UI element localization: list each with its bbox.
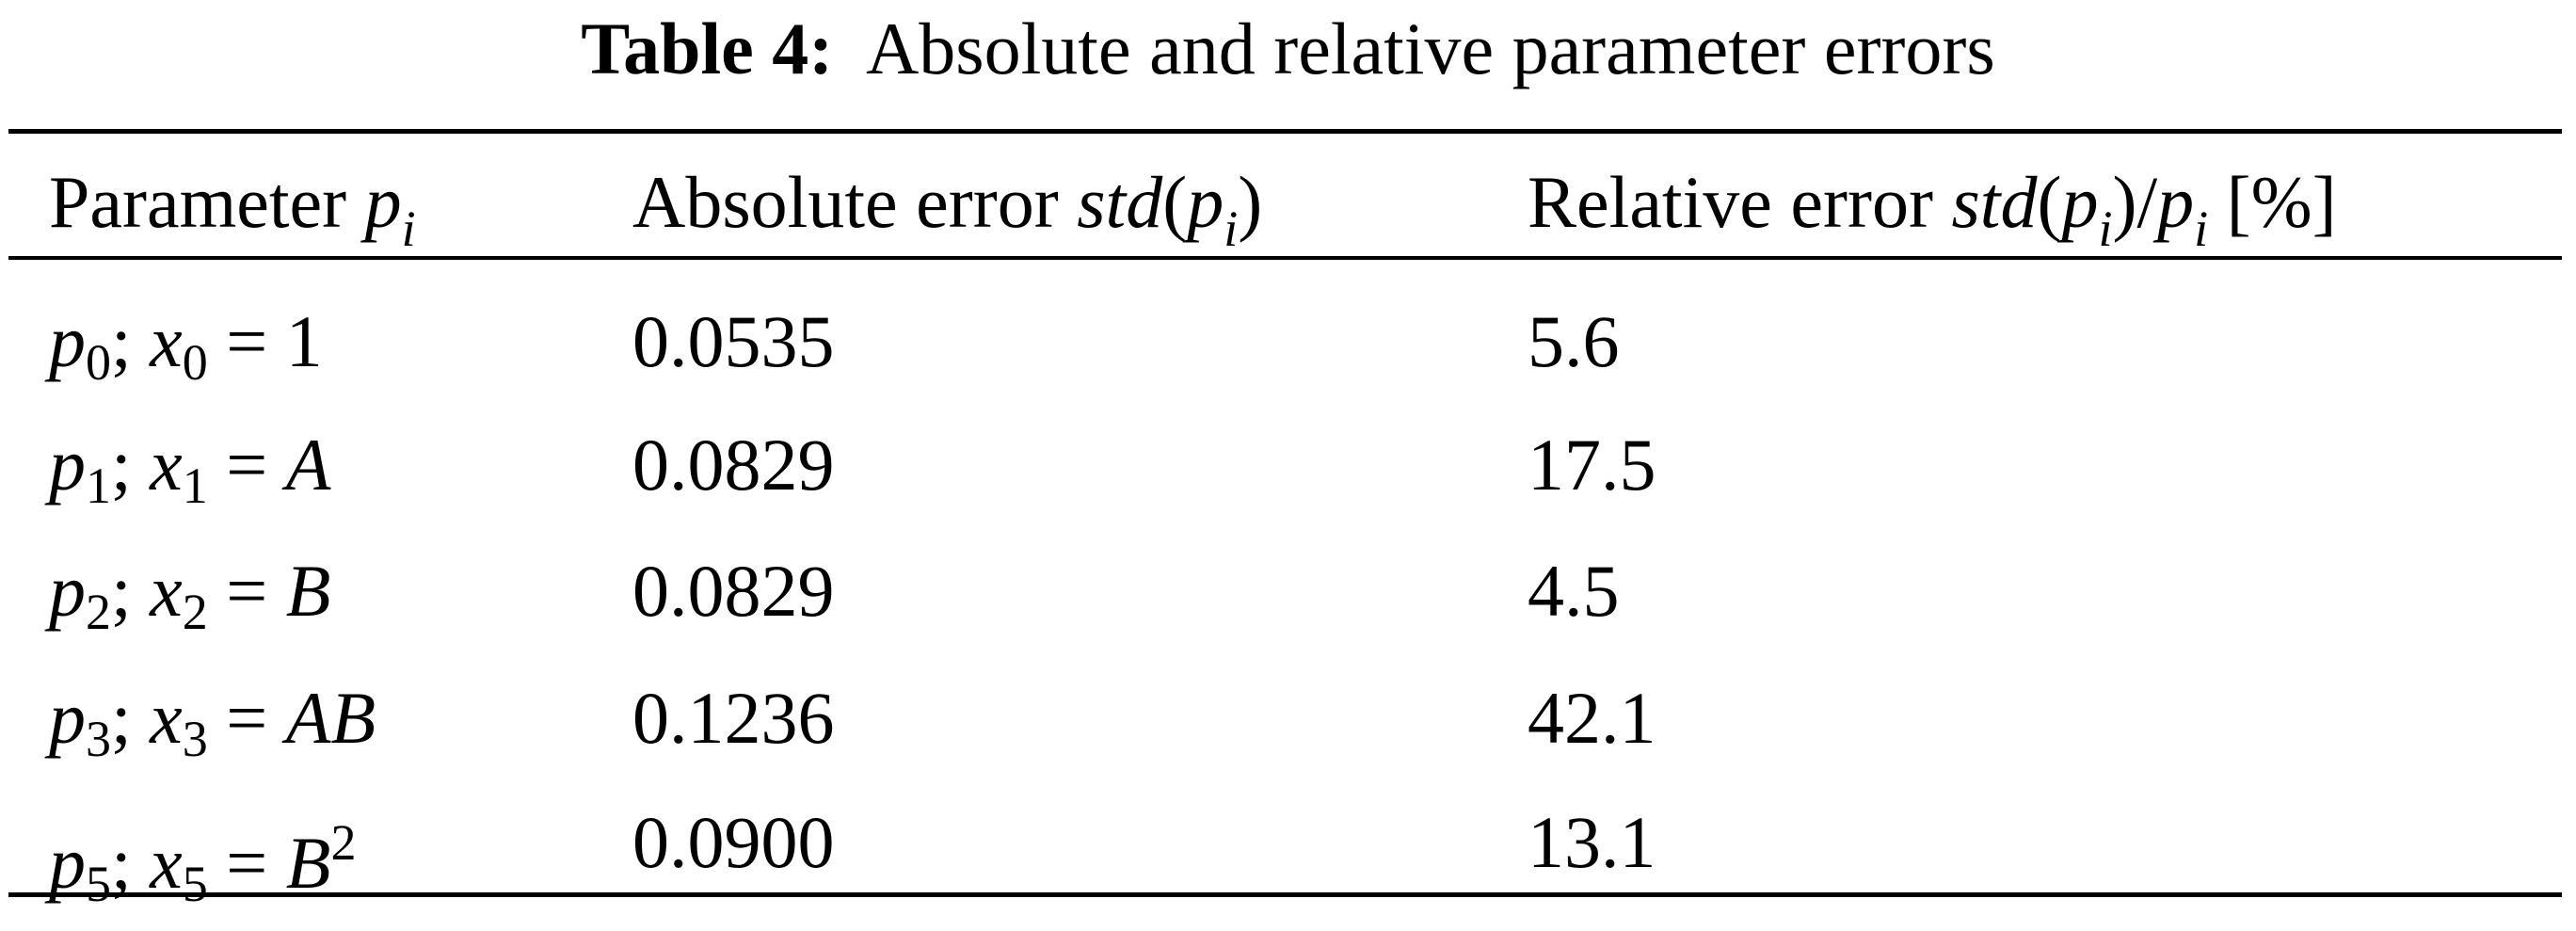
table-label: Table 4: (581, 8, 834, 89)
text-segment: p (49, 424, 86, 506)
page: Table 4: Absolute and relative parameter… (0, 2, 2576, 912)
text-segment: B (285, 550, 331, 632)
text-segment: std (1077, 161, 1163, 243)
text-segment: = (207, 677, 286, 759)
text-segment: x (150, 300, 183, 382)
header-rule (8, 256, 2562, 260)
relative-cell: 17.5 (1528, 424, 1656, 506)
text-segment: 3 (182, 711, 208, 767)
text-segment: p (49, 822, 86, 904)
text-segment: Parameter (49, 161, 365, 243)
relative-cell: 13.1 (1528, 801, 1656, 883)
text-segment: = (207, 822, 286, 904)
text-segment: i (2098, 201, 2113, 257)
text-segment: 5 (182, 856, 208, 912)
text-segment: 1 (182, 457, 208, 514)
absolute-cell: 0.0535 (632, 300, 835, 382)
absolute-cell: 0.0829 (632, 550, 835, 632)
bottom-rule (8, 892, 2562, 897)
text-segment: A (285, 424, 331, 506)
table-title: Table 4: Absolute and relative parameter… (0, 2, 2576, 96)
text-segment: 0 (86, 334, 111, 391)
parameter-cell: p0; x0 = 1 (49, 295, 323, 391)
header-cell: Relative error std(pi)/pi [%] (1528, 155, 2337, 257)
text-segment: 3 (86, 711, 111, 767)
text-segment: i (2194, 201, 2209, 257)
text-segment: i (401, 201, 416, 257)
text-segment: )/ (2112, 161, 2158, 243)
text-segment: ; (111, 822, 151, 904)
text-segment: p (2157, 161, 2195, 243)
text-segment: x (150, 822, 183, 904)
text-segment: std (1951, 161, 2038, 243)
text-segment: = (207, 300, 286, 382)
text-segment: p (49, 550, 86, 632)
relative-cell: 5.6 (1528, 300, 1620, 382)
absolute-cell: 0.1236 (632, 677, 835, 759)
text-segment: ; (111, 300, 151, 382)
text-segment: ) (1238, 161, 1263, 243)
text-segment: ( (1162, 161, 1188, 243)
text-segment: Relative error (1528, 161, 1952, 243)
header-cell: Absolute error std(pi) (632, 155, 1263, 257)
parameter-cell: p1; x1 = A (49, 418, 331, 514)
text-segment: i (1224, 201, 1239, 257)
text-segment: 0 (182, 334, 208, 391)
text-segment: Absolute error (632, 161, 1078, 243)
absolute-cell: 0.0900 (632, 801, 835, 883)
text-segment: 1 (86, 457, 111, 514)
text-segment: x (150, 424, 183, 506)
text-segment: x (150, 677, 183, 759)
text-segment: [%] (2208, 161, 2337, 243)
text-segment: p (364, 161, 402, 243)
text-segment: ( (2037, 161, 2062, 243)
table-caption: Absolute and relative parameter errors (865, 8, 1995, 89)
text-segment: 2 (330, 814, 357, 871)
text-segment: B (285, 822, 331, 904)
relative-cell: 42.1 (1528, 677, 1656, 759)
text-segment: p (1187, 161, 1224, 243)
header-cell: Parameter pi (49, 155, 416, 257)
parameter-cell: p2; x2 = B (49, 544, 331, 640)
parameter-cell: p3; x3 = AB (49, 671, 376, 767)
text-segment: x (150, 550, 183, 632)
text-segment: 2 (182, 584, 208, 640)
text-segment: p (49, 677, 86, 759)
parameter-cell: p5; x5 = B2 (49, 795, 357, 912)
text-segment: 2 (86, 584, 111, 640)
text-segment: ; (111, 550, 151, 632)
text-segment: p (49, 300, 86, 382)
text-segment: = (207, 424, 286, 506)
text-segment: ; (111, 424, 151, 506)
text-segment: = (207, 550, 286, 632)
absolute-cell: 0.0829 (632, 424, 835, 506)
text-segment: 5 (86, 856, 111, 912)
relative-cell: 4.5 (1528, 550, 1620, 632)
text-segment: p (2061, 161, 2099, 243)
text-segment: 1 (285, 300, 323, 382)
top-rule (8, 129, 2562, 134)
text-segment: ; (111, 677, 151, 759)
text-segment: AB (285, 677, 376, 759)
